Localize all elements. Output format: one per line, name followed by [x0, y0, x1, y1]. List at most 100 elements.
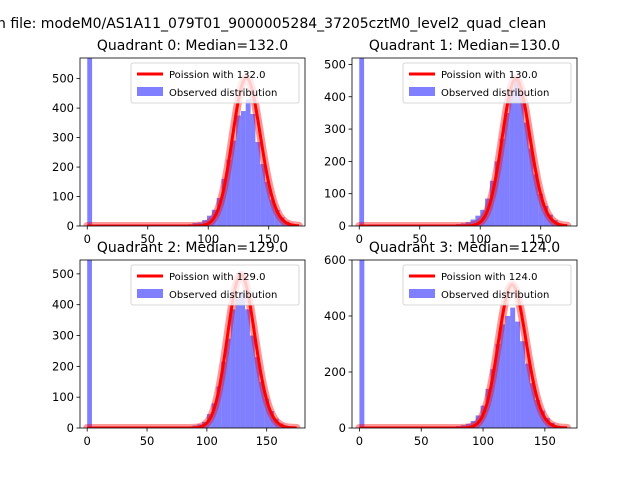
histogram-bar: [539, 410, 545, 428]
histogram-bar: [509, 88, 515, 226]
histogram-bar: [465, 222, 471, 226]
histogram-bar: [207, 215, 212, 226]
y-tick-label: 400: [324, 90, 346, 104]
legend-poisson-label: Poission with 124.0: [441, 272, 537, 283]
histogram-bar: [259, 381, 265, 428]
y-tick-label: 200: [324, 365, 346, 379]
quadrant-1-panel: 0 50 100 150 0 100 200 300 400 500 Quadrant 1: Med…: [324, 38, 578, 246]
legend: Poission with 129.0 Observed distribution: [130, 264, 300, 306]
histogram-bar: [489, 180, 495, 226]
y-tick-label: 300: [52, 131, 74, 145]
histogram-bar: [505, 316, 511, 428]
y-tick-label: 200: [52, 160, 74, 174]
legend-box: [402, 62, 572, 104]
y-tick-label: 400: [52, 101, 74, 115]
quadrant-title: Quadrant 1: Median=130.0: [369, 38, 560, 54]
histogram-bar: [543, 205, 548, 226]
y-tick-label: 200: [324, 154, 346, 168]
y-tick-label: 500: [324, 57, 346, 71]
histogram-bar: [245, 309, 250, 428]
histogram-bar: [504, 112, 510, 226]
histogram-bar: [255, 142, 261, 226]
quadrant-2-panel: 0 50 100 150 0 100 200 300 400 500 Quadrant 2: Med…: [52, 240, 306, 448]
histogram-bar: [495, 344, 501, 428]
histogram-bar: [523, 122, 529, 226]
histogram-bar: [202, 220, 208, 226]
axes-frame: [79, 259, 306, 429]
quadrant-3-panel: 0 50 100 150 0 200 400 600 Quadrant 3: Median=12…: [324, 240, 578, 448]
x-tick-label: 100: [472, 434, 494, 448]
poisson-curve-halo: [355, 280, 572, 428]
x-tick-label: 150: [530, 232, 552, 246]
histogram-bar: [470, 421, 476, 428]
legend-observed-swatch: [137, 289, 163, 298]
legend-box: [130, 264, 300, 306]
y-tick-label: 100: [52, 390, 74, 404]
legend: Poission with 130.0 Observed distribution: [402, 62, 572, 104]
y-tick-label: 400: [324, 309, 346, 323]
histogram-bar: [279, 217, 285, 226]
histogram-bar: [520, 341, 526, 428]
histogram-bar: [87, 260, 92, 428]
histogram-bar: [269, 199, 275, 226]
histogram-bar: [240, 292, 246, 428]
histogram-bar: [494, 161, 500, 226]
histogram-bar: [249, 335, 255, 428]
histogram-bar: [250, 114, 256, 226]
histogram-bar: [510, 307, 516, 428]
y-tick-label: 300: [324, 122, 346, 136]
x-tick-label: 50: [140, 232, 155, 246]
x-tick-label: 150: [256, 434, 278, 448]
legend-poisson-label: Poission with 132.0: [169, 70, 265, 81]
histogram-bar: [533, 174, 539, 226]
legend-box: [130, 62, 300, 104]
histogram-bar: [525, 363, 531, 428]
histogram-bar: [240, 111, 246, 226]
histogram-bar: [269, 411, 274, 428]
histogram-bar: [235, 298, 241, 428]
quadrant-title: Quadrant 3: Median=124.0: [369, 240, 560, 256]
histogram-bar: [518, 91, 524, 226]
y-tick-label: 200: [52, 359, 74, 373]
quadrant-title: Quadrant 2: Median=129.0: [97, 240, 288, 256]
histogram-bar: [226, 338, 231, 428]
legend-observed-label: Observed distribution: [169, 290, 277, 301]
x-tick-label: 100: [196, 434, 218, 448]
histogram-bar: [264, 398, 270, 428]
histogram-bar: [485, 388, 491, 428]
histogram-bar: [475, 215, 481, 226]
y-tick-label: 300: [52, 329, 74, 343]
x-tick-label: 0: [84, 434, 91, 448]
legend-observed-label: Observed distribution: [441, 290, 549, 301]
x-tick-label: 50: [412, 232, 427, 246]
x-tick-label: 0: [84, 232, 91, 246]
y-tick-label: 500: [52, 267, 74, 281]
histogram-bar: [245, 99, 251, 226]
histogram-bar: [221, 361, 227, 428]
histogram-bar: [226, 159, 232, 226]
y-tick-label: 0: [67, 219, 74, 233]
legend-poisson-label: Poission with 129.0: [169, 272, 265, 283]
histogram-bar: [534, 400, 540, 428]
y-tick-label: 0: [339, 421, 346, 435]
legend-observed-label: Observed distribution: [441, 88, 549, 99]
x-tick-label: 150: [258, 232, 280, 246]
histogram-bar: [514, 77, 519, 226]
histogram-bar: [470, 219, 476, 226]
quadrant-0-panel: 0 50 100 150 0 100 200 300 400 500 Quadrant 0: Med…: [52, 38, 306, 246]
histogram-bar: [231, 140, 237, 226]
y-tick-label: 500: [52, 72, 74, 86]
y-tick-label: 100: [52, 190, 74, 204]
histogram-bar: [515, 321, 521, 428]
legend-box: [402, 264, 572, 306]
histogram-bar: [490, 369, 496, 428]
legend-observed-swatch: [409, 289, 435, 298]
histogram-bar: [530, 383, 535, 428]
x-tick-label: 100: [469, 232, 491, 246]
histogram-bar: [216, 386, 222, 428]
x-tick-label: 50: [140, 434, 155, 448]
histogram-bar: [216, 198, 222, 226]
histogram-bar: [500, 324, 506, 428]
histogram-bar: [87, 58, 93, 226]
